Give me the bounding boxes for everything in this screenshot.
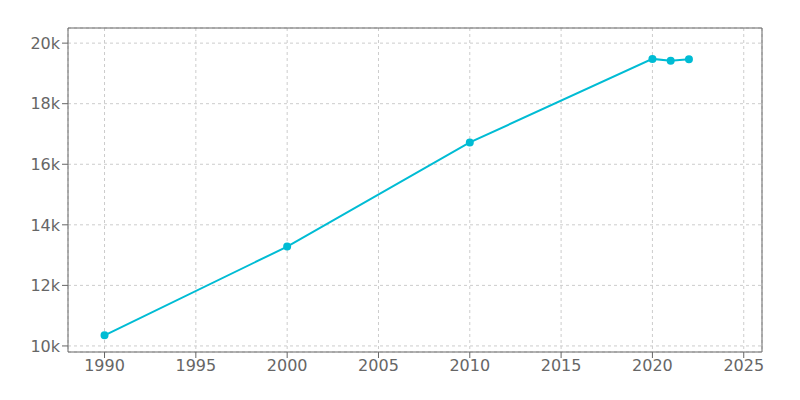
svg-text:2015: 2015 bbox=[541, 356, 582, 375]
svg-text:18k: 18k bbox=[30, 94, 60, 113]
svg-text:12k: 12k bbox=[30, 276, 60, 295]
svg-text:1995: 1995 bbox=[175, 356, 216, 375]
svg-text:10k: 10k bbox=[30, 337, 60, 356]
svg-text:14k: 14k bbox=[30, 216, 60, 235]
svg-text:2000: 2000 bbox=[267, 356, 308, 375]
svg-text:2025: 2025 bbox=[723, 356, 764, 375]
svg-text:2010: 2010 bbox=[449, 356, 490, 375]
svg-text:20k: 20k bbox=[30, 34, 60, 53]
svg-text:16k: 16k bbox=[30, 155, 60, 174]
svg-text:1990: 1990 bbox=[84, 356, 125, 375]
svg-text:2020: 2020 bbox=[632, 356, 673, 375]
svg-text:2005: 2005 bbox=[358, 356, 399, 375]
